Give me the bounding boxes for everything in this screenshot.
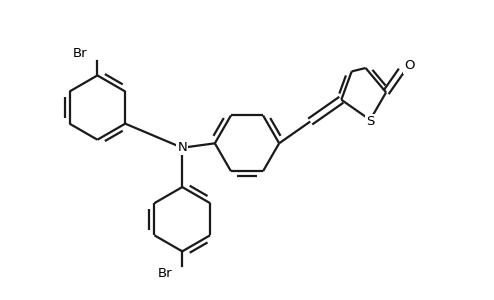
Text: N: N (177, 141, 187, 154)
Text: S: S (366, 115, 374, 128)
Text: O: O (404, 59, 414, 73)
Text: Br: Br (73, 47, 88, 61)
Text: Br: Br (158, 267, 172, 280)
